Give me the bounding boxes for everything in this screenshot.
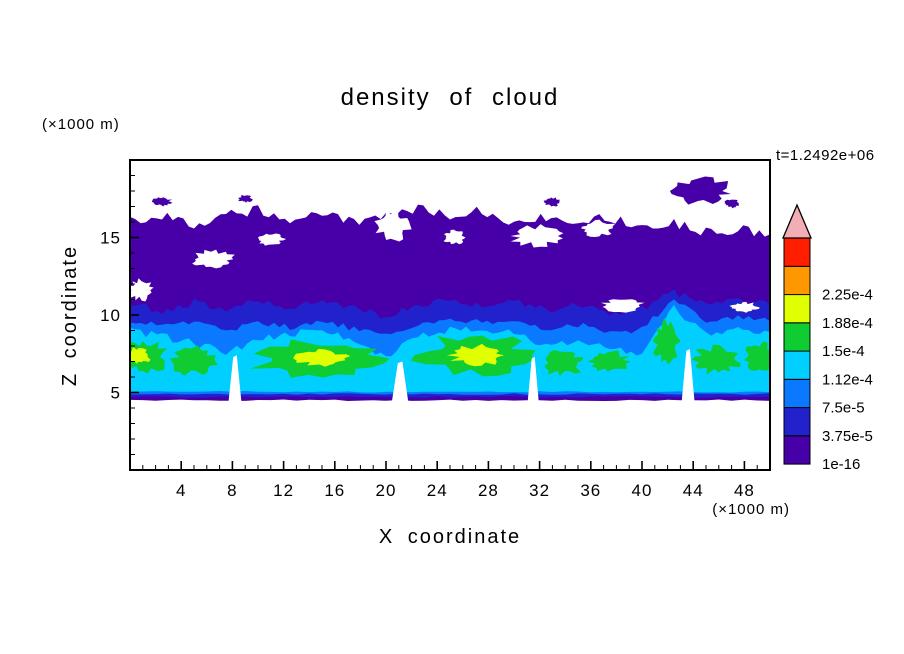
svg-text:48: 48: [734, 481, 755, 500]
chart-title: density of cloud: [340, 84, 560, 111]
svg-text:10: 10: [100, 306, 121, 325]
svg-text:20: 20: [376, 481, 397, 500]
svg-text:5: 5: [111, 384, 121, 403]
z-axis-title: Z coordinate: [59, 244, 82, 386]
svg-text:8: 8: [227, 481, 237, 500]
svg-text:1.88e-4: 1.88e-4: [822, 315, 873, 332]
svg-text:4: 4: [176, 481, 186, 500]
z-axis-unit: (×1000 m): [42, 116, 120, 133]
x-axis-unit: (×1000 m): [712, 501, 790, 518]
z-axis-title-wrap: Z coordinate: [56, 160, 86, 470]
svg-text:28: 28: [478, 481, 499, 500]
colorbar: 1e-16 3.75e-5 7.5e-5 1.12e-4 1.5e-4 1.88e-4 2.…: [778, 196, 904, 488]
svg-text:32: 32: [529, 481, 550, 500]
svg-text:7.5e-5: 7.5e-5: [822, 400, 865, 417]
svg-text:40: 40: [632, 481, 653, 500]
svg-text:16: 16: [324, 481, 345, 500]
svg-text:15: 15: [100, 229, 121, 248]
svg-text:1.5e-4: 1.5e-4: [822, 343, 865, 360]
time-annotation: t=1.2492e+06: [776, 147, 875, 164]
svg-text:12: 12: [273, 481, 294, 500]
svg-text:2.25e-4: 2.25e-4: [822, 287, 873, 304]
svg-text:1e-16: 1e-16: [822, 456, 860, 473]
x-axis-title: X coordinate: [378, 526, 522, 548]
plot-area: 4 8 12 16 20 24 28 32 36 40 44 48 5 10 15: [90, 150, 810, 530]
svg-text:36: 36: [580, 481, 601, 500]
svg-text:1.12e-4: 1.12e-4: [822, 371, 873, 388]
svg-text:24: 24: [427, 481, 448, 500]
svg-text:44: 44: [683, 481, 704, 500]
svg-text:3.75e-5: 3.75e-5: [822, 428, 873, 445]
